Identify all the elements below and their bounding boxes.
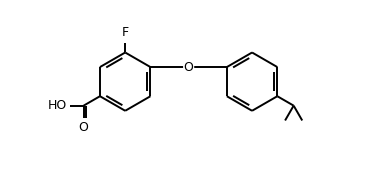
Text: O: O (79, 121, 88, 134)
Text: HO: HO (48, 99, 67, 112)
Text: F: F (121, 27, 129, 39)
Text: O: O (184, 61, 193, 74)
